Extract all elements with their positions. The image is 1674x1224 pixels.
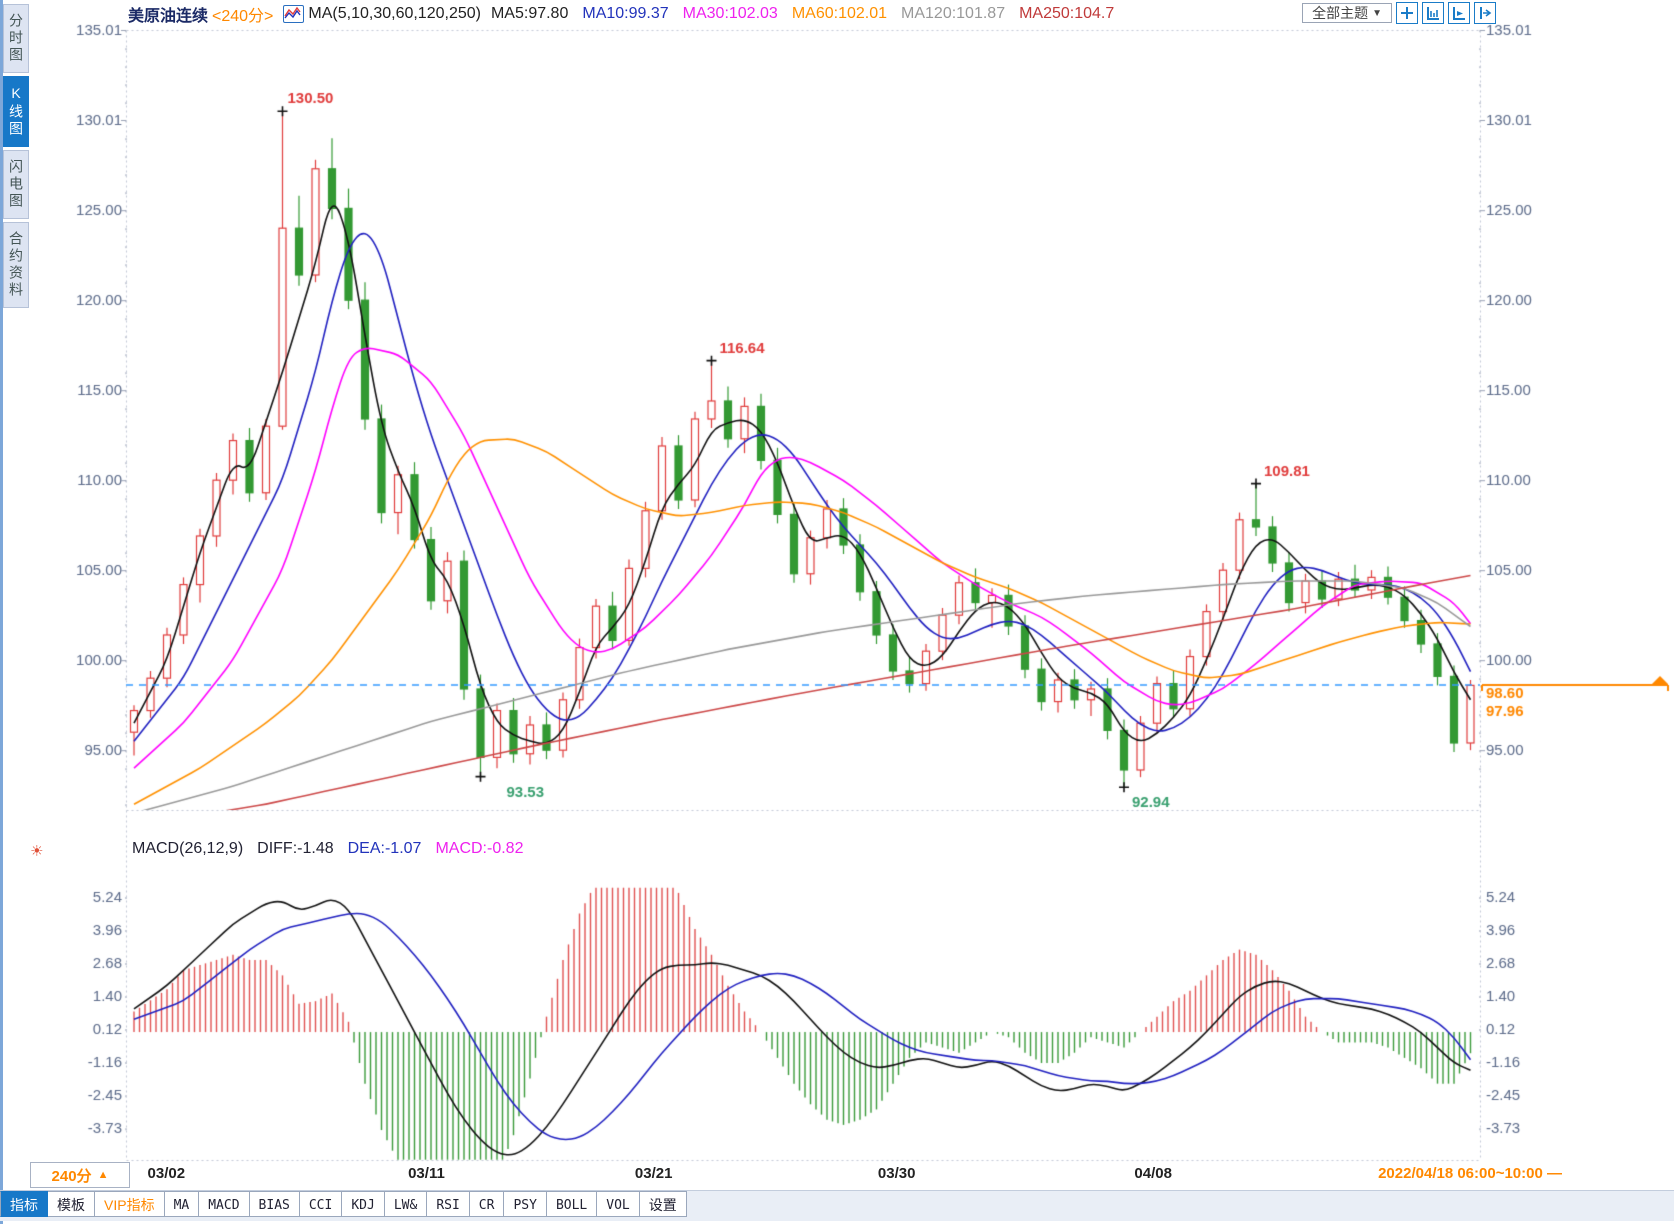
tab-VOL[interactable]: VOL — [597, 1191, 640, 1217]
macd-header-value: DIFF:-1.48 — [257, 840, 334, 857]
chevron-down-icon: ▼ — [1372, 7, 1382, 19]
tab-设置[interactable]: 设置 — [639, 1191, 687, 1217]
arrow-up-icon: ▲ — [97, 1169, 109, 1181]
sidebar-item-闪电图[interactable]: 闪电图 — [3, 150, 29, 219]
ma-indicator-icon — [283, 5, 305, 23]
tab-CR[interactable]: CR — [469, 1191, 505, 1217]
theme-dropdown[interactable]: 全部主题 ▼ — [1302, 3, 1392, 23]
macd-header: MACD(26,12,9) DIFF:-1.48 DEA:-1.07 MACD:-0.… — [132, 840, 523, 858]
tab-BIAS[interactable]: BIAS — [249, 1191, 300, 1217]
period-selector[interactable]: 240分 ▲ — [30, 1162, 130, 1188]
tab-MACD[interactable]: MACD — [199, 1191, 250, 1217]
tab-RSI[interactable]: RSI — [427, 1191, 470, 1217]
tab-KDJ[interactable]: KDJ — [342, 1191, 385, 1217]
tab-PSY[interactable]: PSY — [504, 1191, 547, 1217]
ma-settings-label: MA(5,10,30,60,120,250) — [308, 5, 481, 22]
indicator-sun-icon[interactable]: ☀ — [30, 843, 44, 860]
tab-VIP指标[interactable]: VIP指标 — [95, 1191, 165, 1217]
symbol-name: 美原油连续 — [128, 8, 209, 25]
axis-play-icon[interactable] — [1448, 2, 1470, 24]
crosshair-icon[interactable] — [1396, 2, 1418, 24]
indicator-tab-bar: 指标 模板 VIP指标 MA MACD BIAS CCI KDJ LW& RSI CR PSY BOLL… — [0, 1190, 1674, 1221]
toolbar: 全部主题 ▼ — [1302, 2, 1496, 24]
current-bar-range-label: 2022/04/18 06:00~10:00 — — [1378, 1165, 1562, 1182]
tab-BOLL[interactable]: BOLL — [546, 1191, 598, 1217]
sidebar-item-K线图[interactable]: K线图 — [3, 76, 29, 147]
macd-header-value: MACD(26,12,9) — [132, 840, 244, 857]
ma-value-label: MA5:97.80 — [490, 5, 569, 22]
x-axis-date-label: 04/08 — [1134, 1165, 1172, 1182]
macd-header-value: MACD:-0.82 — [435, 840, 524, 857]
ma-value-label: MA30:102.03 — [682, 5, 778, 22]
x-axis-date-label: 03/30 — [877, 1165, 916, 1182]
macd-header-value: DEA:-1.07 — [347, 840, 422, 857]
chart-title-bar: 美原油连续 <240分> MA(5,10,30,60,120,250) MA5:… — [128, 0, 1114, 28]
pan-right-icon[interactable] — [1474, 2, 1496, 24]
sidebar: 分时图 K线图闪电图合约资料 — [3, 4, 29, 308]
tab-模板[interactable]: 模板 — [48, 1191, 95, 1217]
tab-指标[interactable]: 指标 — [0, 1191, 48, 1217]
period-label: <240分> — [212, 8, 274, 25]
ma-value-label: MA10:99.37 — [582, 5, 669, 22]
x-axis-date-label: 03/02 — [147, 1165, 186, 1182]
ma-value-label: MA60:102.01 — [791, 5, 888, 22]
x-axis-date-label: 03/21 — [634, 1165, 673, 1182]
tab-CCI[interactable]: CCI — [299, 1191, 343, 1217]
tab-MA[interactable]: MA — [164, 1191, 200, 1217]
x-axis-row: 240分 ▲ 2022/04/18 06:00~10:00 — 03/02 03/1… — [0, 1162, 1674, 1188]
ma-values: MA5:97.80 MA10:99.37 MA30:102.03 MA60:102.0… — [491, 5, 1114, 23]
ma-value-label: MA120:101.87 — [901, 5, 1006, 22]
ma-value-label: MA250:104.7 — [1019, 5, 1115, 22]
sidebar-item-分时图[interactable]: 分时图 — [3, 4, 29, 73]
sidebar-item-合约资料[interactable]: 合约资料 — [3, 222, 29, 308]
tab-LW&[interactable]: LW& — [384, 1191, 428, 1217]
x-axis-date-label: 03/11 — [408, 1165, 445, 1182]
axis-scale-icon[interactable] — [1422, 2, 1444, 24]
